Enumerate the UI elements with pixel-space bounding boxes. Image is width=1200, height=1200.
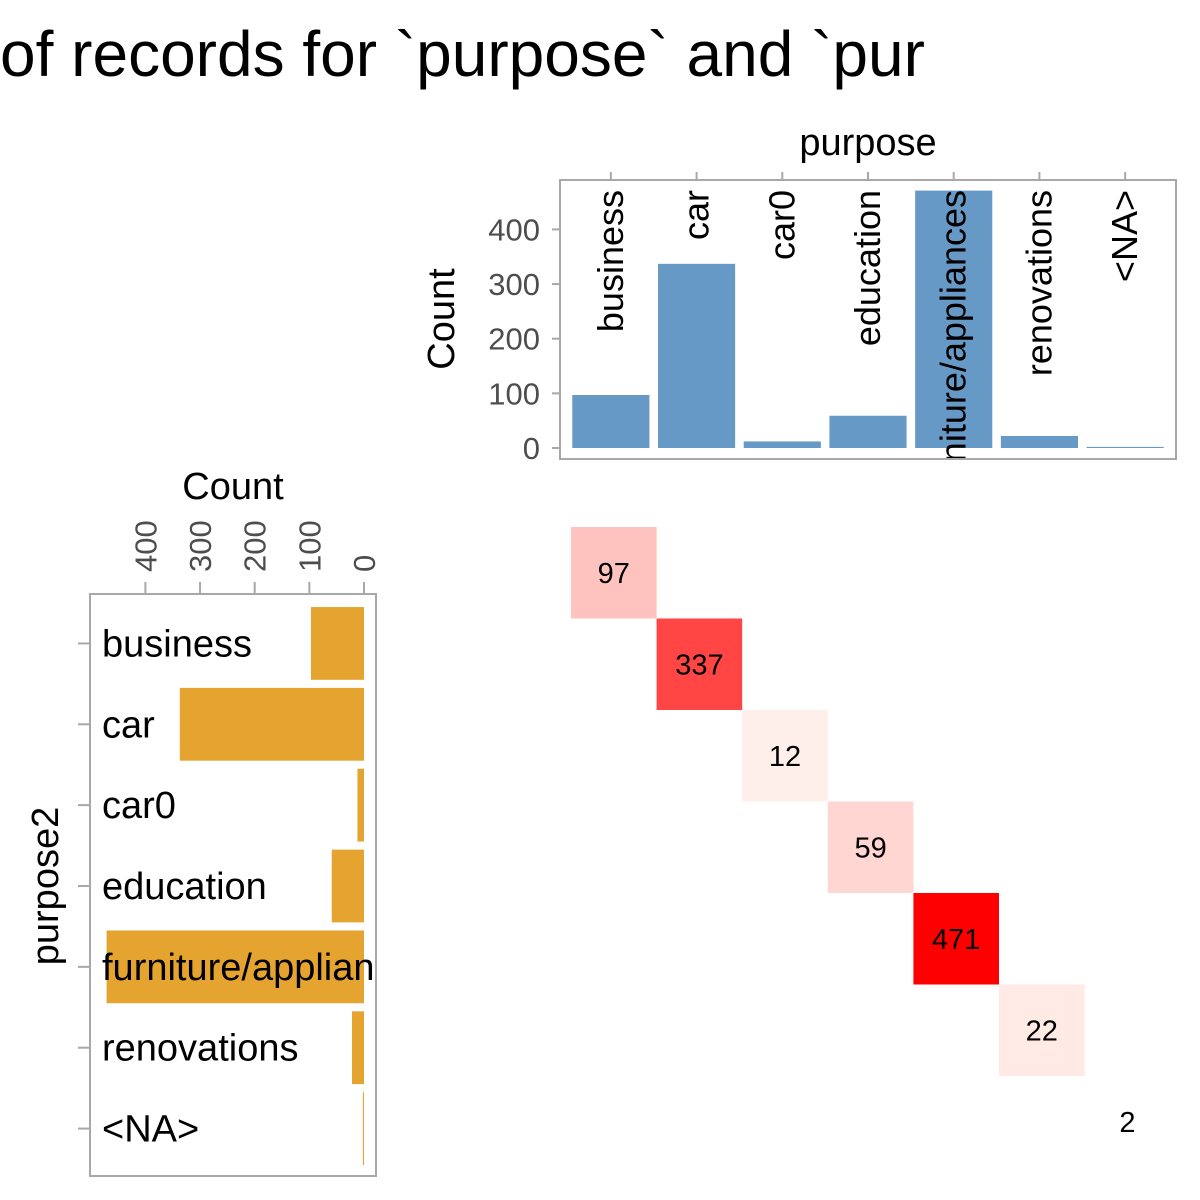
left-bar-business	[310, 607, 364, 680]
top-x-axis-title: purpose	[799, 122, 936, 164]
heatmap-cell-value-renovations: 22	[1026, 1015, 1058, 1047]
top-bar-label-renovations: renovations	[1018, 190, 1059, 376]
left-bars-group: business car car0 education furniture/applia…	[102, 607, 434, 1165]
heatmap-cell-value-na: 2	[1119, 1107, 1135, 1139]
top-bar-label-car: car	[676, 190, 717, 240]
top-y-tick-label: 400	[488, 212, 540, 247]
left-bar-label-renovations: renovations	[102, 1028, 298, 1070]
left-x-tick-label: 100	[292, 520, 327, 572]
left-bar-car0	[357, 768, 364, 842]
left-y-axis-title: purpose2	[25, 807, 67, 965]
heatmap-cell-value-business: 97	[598, 558, 630, 590]
top-y-tick-label: 0	[523, 431, 540, 466]
top-y-axis-title: Count	[421, 268, 463, 370]
top-bar-label-na: <NA>	[1104, 190, 1145, 282]
heatmap-cell-value-education: 59	[854, 832, 886, 864]
heatmap-cell-car0	[742, 710, 828, 802]
top-bar-na	[1086, 446, 1164, 448]
top-y-tick-label: 100	[488, 376, 540, 411]
heatmap-cell-car	[656, 618, 743, 710]
left-x-tick-label: 400	[128, 520, 163, 572]
top-bar-car0	[743, 441, 821, 448]
left-bar-label-car: car	[102, 704, 155, 746]
top-bar-label-education: education	[847, 190, 888, 346]
left-bar-na	[362, 1092, 364, 1165]
left-bar-car	[179, 687, 364, 761]
heatmap-cell-value-car: 337	[675, 649, 723, 681]
top-bar-label-business: business	[590, 190, 631, 332]
left-x-axis-title: Count	[182, 466, 284, 508]
top-bar-education	[829, 415, 907, 448]
heatmap-cell-business	[571, 527, 657, 619]
left-bar-label-furniture-appliances: furniture/appliances	[102, 947, 434, 989]
top-y-tick-label: 300	[488, 267, 540, 302]
top-bar-chart: business car car0 education furniture/applia…	[421, 122, 1177, 504]
left-bar-label-car0: car0	[102, 785, 176, 827]
left-x-tick-label: 300	[183, 520, 218, 572]
left-bar-renovations	[351, 1011, 364, 1085]
heatmap-cell-renovations	[999, 984, 1085, 1076]
left-x-tick-label: 0	[347, 555, 382, 572]
heatmap-cell-value-furniture-appliances: 471	[932, 924, 980, 956]
left-bar-label-education: education	[102, 866, 267, 908]
top-bar-renovations	[1000, 435, 1078, 448]
heatmap-cell-education	[827, 801, 914, 893]
left-x-tick-label: 200	[238, 520, 273, 572]
left-bar-label-business: business	[102, 623, 252, 665]
top-bar-car	[658, 263, 736, 448]
top-bars-group: business car car0 education furniture/applia…	[572, 190, 1164, 504]
left-bar-education	[331, 849, 364, 923]
chart-title: of records for `purpose` and `pur	[0, 18, 925, 90]
top-bar-furniture-appliances	[915, 190, 993, 448]
heatmap-cell-value-car0: 12	[769, 741, 801, 773]
left-bar-chart: business car car0 education furniture/applia…	[25, 466, 434, 1177]
top-bar-label-car0: car0	[761, 190, 802, 260]
left-bar-label-na: <NA>	[102, 1109, 199, 1151]
top-bar-business	[572, 394, 650, 448]
top-y-tick-label: 200	[488, 322, 540, 357]
left-bar-furniture-appliances	[106, 930, 364, 1004]
top-bar-label-furniture-appliances: furniture/appliances	[933, 190, 974, 504]
heatmap-cell-furniture-appliances	[913, 893, 999, 985]
